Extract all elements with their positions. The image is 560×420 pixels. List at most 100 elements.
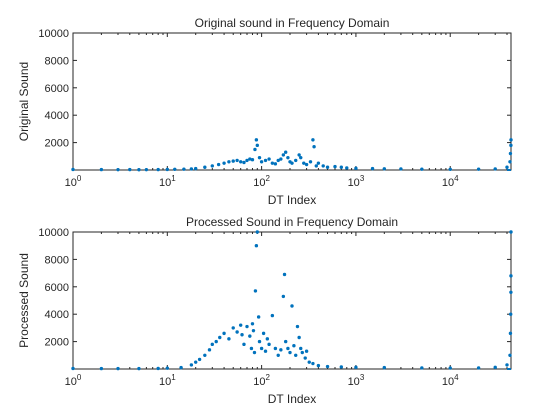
data-point (286, 346, 290, 351)
data-point (71, 167, 75, 172)
data-point (116, 366, 120, 371)
data-point (308, 160, 313, 164)
data-point (263, 349, 268, 353)
x-axis-label: DT Index (268, 392, 316, 406)
data-point (256, 315, 261, 319)
x-tick-label: 103 (348, 174, 365, 189)
data-point (283, 339, 288, 344)
data-point (251, 328, 256, 333)
top-subplot: Original sound in Frequency Domain DT Ind… (17, 16, 513, 207)
data-point (345, 166, 349, 170)
data-point (304, 162, 309, 167)
data-point (295, 324, 300, 329)
x-tick-label: 100 (65, 174, 82, 189)
data-point (505, 363, 509, 367)
data-point (311, 138, 315, 142)
chart-title: Original sound in Frequency Domain (195, 16, 390, 30)
data-point (290, 161, 294, 165)
data-point (207, 348, 212, 352)
data-point (253, 289, 258, 293)
y-tick-label: 6000 (45, 83, 69, 95)
data-point (259, 346, 264, 351)
data-point (279, 157, 283, 161)
data-point (218, 335, 222, 340)
data-point (222, 161, 226, 165)
data-point (339, 365, 344, 369)
data-point (302, 161, 306, 165)
data-point (509, 138, 513, 142)
y-tick-label: 10000 (38, 28, 69, 40)
data-point (238, 160, 243, 164)
x-tick-label: 102 (253, 174, 270, 189)
data-point (321, 164, 325, 168)
y-tick-label: 6000 (45, 282, 69, 294)
x-tick-label: 104 (442, 174, 459, 189)
data-point (508, 160, 512, 164)
data-point (281, 153, 286, 157)
data-point (299, 155, 303, 160)
data-point (254, 138, 259, 142)
data-point (282, 272, 287, 277)
data-point (99, 167, 104, 172)
data-point (311, 361, 315, 366)
data-point (370, 166, 375, 171)
data-point (254, 244, 259, 248)
data-point (238, 323, 243, 327)
data-point (227, 160, 231, 164)
data-point (508, 331, 513, 336)
bottom-subplot: Processed Sound in Frequency Domain DT In… (17, 215, 513, 406)
data-point (265, 337, 270, 341)
x-tick-label: 103 (348, 373, 365, 388)
data-point (189, 363, 194, 367)
data-point (333, 164, 337, 169)
data-point (314, 164, 318, 168)
data-point (231, 326, 235, 330)
data-point (263, 158, 268, 163)
data-point (476, 167, 481, 171)
data-point (448, 167, 452, 172)
data-point (182, 167, 186, 171)
data-point (137, 168, 141, 172)
data-point (259, 160, 264, 164)
data-point (197, 357, 202, 362)
data-point (235, 158, 239, 163)
plot-area (72, 32, 512, 171)
data-point (273, 346, 278, 351)
data-point (214, 339, 218, 344)
data-point (420, 366, 424, 370)
x-tick-label: 104 (442, 373, 459, 388)
data-point (448, 366, 452, 370)
data-point (307, 360, 311, 364)
data-point (248, 334, 252, 338)
x-tick-label: 101 (159, 174, 176, 189)
x-axis-label: DT Index (268, 193, 316, 207)
data-point (71, 366, 75, 371)
data-point (261, 331, 266, 336)
data-point (173, 167, 177, 172)
y-axis-label: Original Sound (17, 62, 31, 141)
data-point (508, 151, 513, 156)
data-point (179, 365, 183, 370)
data-point (316, 161, 321, 165)
data-point (382, 167, 387, 171)
y-tick-label: 4000 (45, 309, 69, 321)
data-point (227, 337, 231, 341)
data-point (399, 167, 403, 171)
data-point (252, 350, 257, 355)
data-point (300, 350, 304, 355)
data-point (312, 145, 316, 149)
y-tick-label: 2000 (45, 337, 69, 349)
data-point (235, 330, 239, 334)
data-point (476, 366, 481, 370)
data-point (270, 313, 275, 318)
y-tick-label: 2000 (45, 138, 69, 150)
data-point (257, 339, 262, 344)
data-point (325, 364, 330, 369)
data-point (290, 304, 294, 308)
data-point (304, 349, 309, 353)
x-tick-label: 101 (159, 373, 176, 388)
data-point (286, 155, 290, 160)
y-tick-label: 4000 (45, 110, 69, 122)
data-point (509, 290, 513, 294)
data-point (245, 324, 249, 329)
